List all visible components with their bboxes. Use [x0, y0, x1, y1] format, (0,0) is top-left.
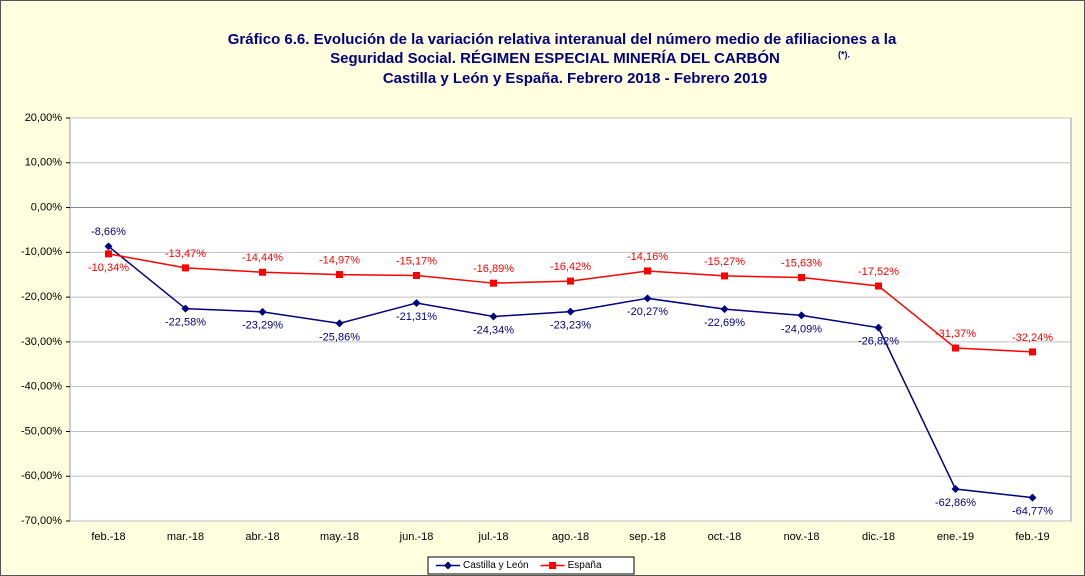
marker [644, 267, 651, 275]
data-label: -64,77% [1012, 505, 1053, 517]
marker [874, 323, 883, 332]
marker [875, 282, 882, 290]
x-tick-label: feb.-19 [1015, 531, 1049, 543]
plot-area [69, 117, 1072, 522]
data-label: -32,24% [1012, 332, 1053, 344]
x-tick-label: oct.-18 [708, 531, 742, 543]
data-label: -31,37% [935, 328, 976, 340]
y-tick-label: -40,00% [21, 381, 62, 393]
data-label: -15,17% [396, 255, 437, 267]
data-label: -13,47% [165, 248, 206, 260]
data-label: -8,66% [91, 226, 126, 238]
data-label: -16,42% [550, 261, 591, 273]
data-label: -15,63% [781, 257, 822, 269]
data-label: -15,27% [704, 256, 745, 268]
y-tick-label: -30,00% [21, 336, 62, 348]
data-label: -24,34% [473, 324, 514, 336]
legend-label: Castilla y León [463, 560, 529, 571]
data-label: -24,09% [781, 323, 822, 335]
data-label: -23,23% [550, 319, 591, 331]
data-label: -23,29% [242, 320, 283, 332]
chart-title: Seguridad Social. RÉGIMEN ESPECIAL MINER… [330, 49, 780, 67]
marker [1028, 493, 1037, 502]
x-tick-label: mar.-18 [167, 531, 204, 543]
data-label: -14,97% [319, 254, 360, 266]
x-tick-label: sep.-18 [629, 531, 666, 543]
marker [181, 304, 190, 313]
data-label: -14,16% [627, 251, 668, 263]
marker [721, 272, 728, 280]
data-label: -14,44% [242, 252, 283, 264]
marker [567, 277, 574, 285]
y-tick-label: -50,00% [21, 425, 62, 437]
marker [412, 298, 421, 307]
marker [413, 271, 420, 279]
marker [444, 561, 452, 570]
data-label: -22,58% [165, 317, 206, 329]
marker [952, 344, 959, 352]
marker [798, 274, 805, 282]
marker [335, 319, 344, 328]
chart-title: Castilla y León y España. Febrero 2018 -… [383, 70, 767, 87]
marker [1029, 348, 1036, 356]
marker [182, 264, 189, 272]
x-tick-label: dic.-18 [862, 531, 895, 543]
title-note: (*). [838, 49, 850, 59]
y-tick-label: 0,00% [31, 201, 62, 213]
marker [259, 268, 266, 276]
x-tick-label: may.-18 [320, 531, 359, 543]
marker [104, 242, 113, 251]
y-tick-label: -20,00% [21, 291, 62, 303]
marker [549, 562, 557, 569]
marker [105, 250, 112, 258]
data-label: -20,27% [627, 306, 668, 318]
y-tick-label: -60,00% [21, 470, 62, 482]
data-label: -22,69% [704, 317, 745, 329]
data-label: -62,86% [935, 497, 976, 509]
marker [797, 311, 806, 320]
marker [720, 305, 729, 314]
legend-box [427, 556, 635, 575]
y-tick-label: 20,00% [25, 112, 63, 124]
marker [566, 307, 575, 316]
marker [951, 485, 960, 494]
marker [336, 271, 343, 279]
marker [490, 279, 497, 287]
marker [489, 312, 498, 321]
x-tick-label: nov.-18 [784, 531, 820, 543]
chart-title: Gráfico 6.6. Evolución de la variación r… [228, 31, 897, 48]
data-label: -21,31% [396, 311, 437, 323]
x-tick-label: ene.-19 [937, 531, 974, 543]
data-label: -17,52% [858, 266, 899, 278]
y-tick-label: -70,00% [21, 515, 62, 527]
x-tick-label: feb.-18 [91, 531, 125, 543]
marker [643, 294, 652, 303]
y-tick-label: -10,00% [21, 246, 62, 258]
x-tick-label: abr.-18 [245, 531, 279, 543]
x-tick-label: jul.-18 [478, 531, 509, 543]
data-label: -10,34% [88, 262, 129, 274]
data-label: -25,86% [319, 331, 360, 343]
x-tick-label: ago.-18 [552, 531, 589, 543]
x-tick-label: jun.-18 [399, 531, 434, 543]
legend-label: España [568, 560, 602, 571]
data-label: -16,89% [473, 263, 514, 275]
marker [258, 307, 267, 316]
y-tick-label: 10,00% [25, 157, 63, 169]
data-label: -26,82% [858, 336, 899, 348]
